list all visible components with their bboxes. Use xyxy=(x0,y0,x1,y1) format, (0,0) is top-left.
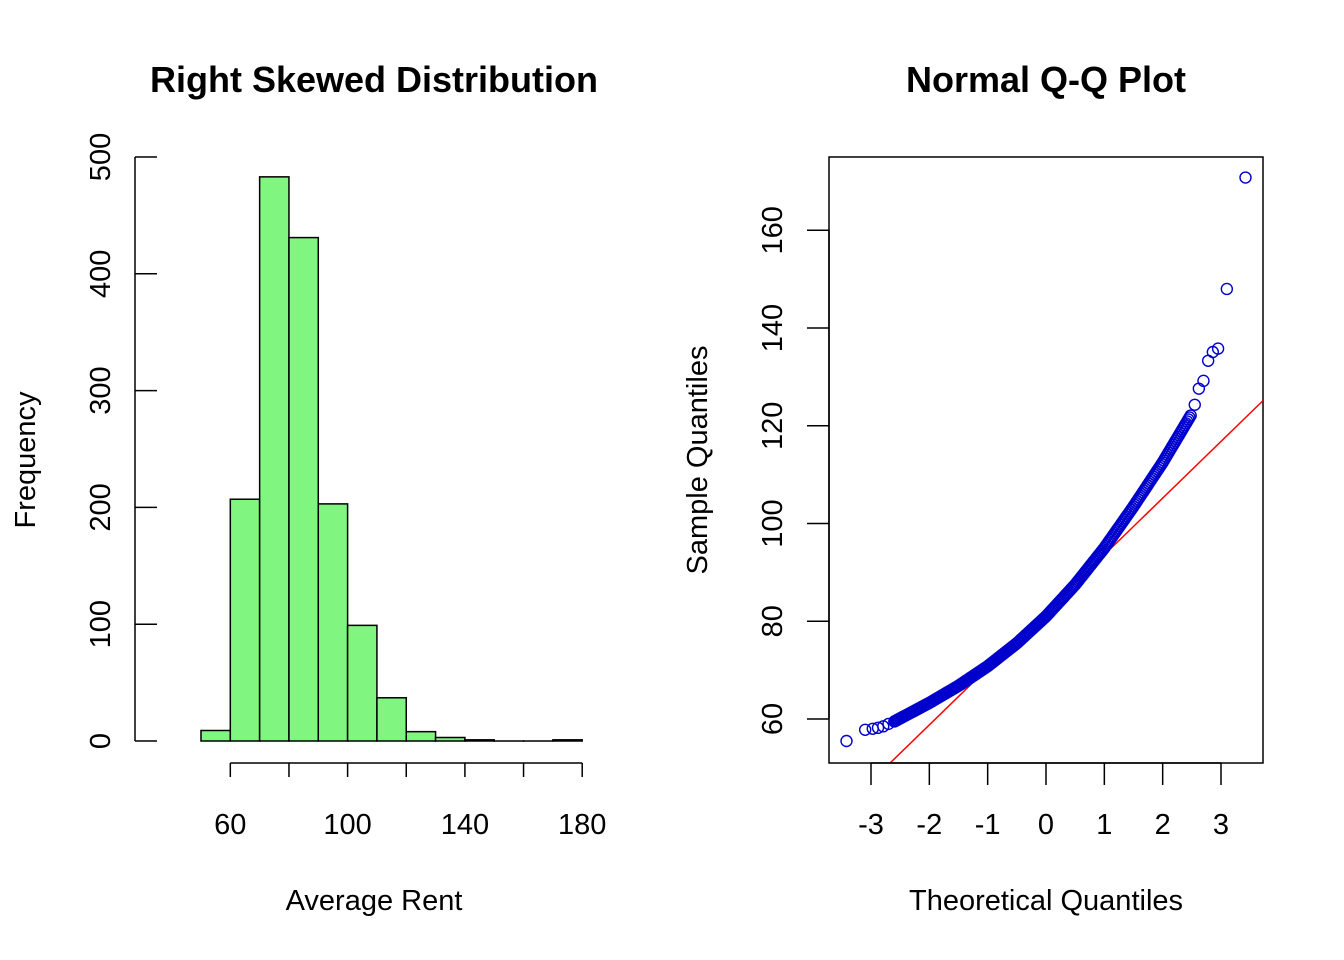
histogram-bar xyxy=(464,739,495,742)
qq-x-axis-label: Theoretical Quantiles xyxy=(909,885,1183,917)
histogram-bar xyxy=(258,176,290,742)
qq-x-tick-label: 1 xyxy=(1096,809,1112,841)
qq-point xyxy=(1239,171,1252,184)
histogram-bars xyxy=(200,176,583,742)
histogram-y-tick-label: 300 xyxy=(85,366,117,414)
histogram-bar xyxy=(288,236,320,742)
qq-x-tick-label: -1 xyxy=(975,809,1001,841)
histogram-bar xyxy=(200,729,232,742)
qq-point xyxy=(1211,342,1225,355)
histogram-y-tick-label: 500 xyxy=(85,133,117,181)
qq-point xyxy=(858,723,872,736)
qq-point xyxy=(1183,411,1196,424)
histogram-y-tick-label: 0 xyxy=(85,733,117,749)
histogram-bar xyxy=(317,503,349,742)
qq-point xyxy=(1197,374,1210,388)
qq-plot-title: Normal Q-Q Plot xyxy=(906,59,1186,100)
qq-x-tick-label: -3 xyxy=(858,809,884,841)
qq-point xyxy=(840,734,853,748)
histogram-x-tick-label: 100 xyxy=(323,809,371,841)
qq-y-tick-label: 60 xyxy=(757,703,789,735)
qq-point xyxy=(871,721,885,735)
qq-x-tick-label: -2 xyxy=(916,809,942,841)
qq-y-tick-label: 100 xyxy=(757,499,789,547)
qq-x-axis: -3 -2 -1 0 1 2 3 xyxy=(858,762,1229,841)
qq-y-tick-label: 120 xyxy=(757,402,789,450)
histogram-y-axis-label: Frequency xyxy=(10,391,42,529)
qq-y-tick-label: 140 xyxy=(757,304,789,352)
qq-x-tick-label: 2 xyxy=(1155,809,1171,841)
qq-point xyxy=(1220,282,1234,296)
histogram-y-tick-label: 200 xyxy=(85,483,117,531)
histogram-y-tick-label: 400 xyxy=(85,250,117,298)
histogram-bar xyxy=(552,739,583,742)
qq-points xyxy=(840,171,1252,748)
histogram-title: Right Skewed Distribution xyxy=(150,59,598,100)
histogram-panel: Right Skewed Distribution Average Rent F… xyxy=(10,59,606,917)
histogram-x-tick-label: 140 xyxy=(441,809,489,841)
histogram-x-axis-label: Average Rent xyxy=(286,885,463,917)
qq-plot-box xyxy=(828,156,1264,764)
histogram-x-tick-label: 180 xyxy=(558,809,606,841)
qq-plot-panel: Normal Q-Q Plot Theoretical Quantiles Sa… xyxy=(682,59,1264,917)
qq-x-tick-label: 3 xyxy=(1213,809,1229,841)
qq-point xyxy=(1184,409,1197,422)
histogram-y-axis: 0 100 200 300 400 500 xyxy=(85,133,157,749)
qq-y-tick-label: 80 xyxy=(757,605,789,637)
histogram-x-tick-label: 60 xyxy=(214,809,246,841)
histogram-bar xyxy=(376,697,408,742)
histogram-y-tick-label: 100 xyxy=(85,600,117,648)
qq-y-axis-label: Sample Quantiles xyxy=(682,346,714,575)
histogram-bar xyxy=(405,730,437,742)
qq-y-axis: 60 80 100 120 140 160 xyxy=(757,206,830,735)
qq-y-tick-label: 160 xyxy=(757,206,789,254)
histogram-bar xyxy=(434,736,466,742)
qq-point xyxy=(1188,398,1201,411)
histogram-bar xyxy=(346,624,378,742)
histogram-x-axis: 60 100 140 180 xyxy=(214,762,606,841)
qq-x-tick-label: 0 xyxy=(1038,809,1054,841)
histogram-bar xyxy=(229,498,261,742)
